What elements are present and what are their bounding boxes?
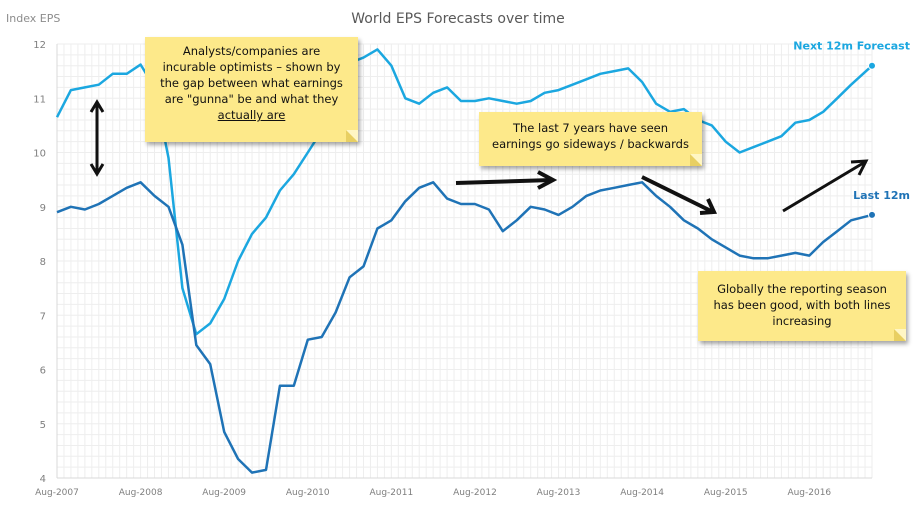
- chart-title: World EPS Forecasts over time: [351, 11, 564, 27]
- x-tick-label: Aug-2009: [202, 488, 246, 498]
- x-tick-label: Aug-2010: [286, 488, 330, 498]
- x-tick-label: Aug-2016: [787, 488, 831, 498]
- x-tick-label: Aug-2012: [453, 488, 497, 498]
- sideways-line-1: The last 7 years have seen: [512, 121, 669, 135]
- reporting-line-2: has been good, with both lines: [713, 298, 891, 312]
- y-axis-label: Index EPS: [6, 12, 60, 25]
- sideways-arrow-head: [537, 170, 558, 190]
- upward-arrow: [782, 160, 866, 213]
- gap-arrow-head-bottom: [89, 163, 105, 177]
- optimists-annotation: Analysts/companies are incurable optimis…: [145, 37, 358, 142]
- reporting-line-1: Globally the reporting season: [717, 282, 887, 296]
- y-tick-label: 12: [33, 40, 46, 51]
- note-fold: [690, 154, 702, 166]
- y-ticks: 4 5 6 7 8 9 10 11 12: [33, 40, 46, 485]
- x-tick-label: Aug-2014: [620, 488, 664, 498]
- x-tick-label: Aug-2015: [704, 488, 748, 498]
- series-label: Next 12m Forecast: [793, 40, 910, 53]
- x-ticks: Aug-2007 Aug-2008 Aug-2009 Aug-2010 Aug-2011…: [35, 488, 831, 498]
- series-endpoints: [868, 61, 876, 219]
- optimists-line-4: are "gunna" be and what they: [164, 92, 339, 106]
- optimists-line-3: the gap between what earnings: [160, 76, 343, 90]
- y-tick-label: 9: [40, 203, 46, 214]
- series-line-last-12m: [56, 181, 873, 474]
- reporting-line-3: increasing: [772, 314, 832, 328]
- hand-drawn-arrows: [89, 99, 869, 215]
- optimists-line-2: incurable optimists – shown by: [162, 60, 341, 74]
- y-tick-label: 4: [40, 474, 46, 485]
- y-tick-label: 11: [33, 94, 46, 105]
- gap-arrow-head-top: [89, 99, 105, 113]
- x-tick-label: Aug-2008: [119, 488, 163, 498]
- series-endpoint: [868, 210, 876, 219]
- series-label: Last 12m: [853, 189, 910, 202]
- y-tick-label: 10: [33, 149, 46, 160]
- sideways-annotation: The last 7 years have seen earnings go s…: [479, 112, 702, 166]
- upward-arrow-head: [850, 159, 869, 176]
- x-tick-label: Aug-2011: [369, 488, 413, 498]
- y-tick-label: 7: [40, 311, 46, 322]
- x-tick-label: Aug-2013: [537, 488, 581, 498]
- reporting-annotation: Globally the reporting season has been g…: [698, 271, 906, 341]
- x-tick-label: Aug-2007: [35, 488, 79, 498]
- note-fold: [894, 329, 906, 341]
- sideways-line-2: earnings go sideways / backwards: [492, 137, 689, 151]
- sideways-arrow: [455, 178, 553, 185]
- series-endpoint: [868, 61, 876, 70]
- y-tick-label: 8: [40, 257, 46, 268]
- optimists-line-5: actually are: [217, 108, 286, 122]
- y-tick-label: 6: [40, 366, 46, 377]
- note-fold: [346, 130, 358, 142]
- optimists-line-1: Analysts/companies are: [182, 44, 321, 58]
- y-tick-label: 5: [40, 420, 46, 431]
- backwards-arrow-head: [699, 198, 718, 215]
- backwards-arrow: [641, 175, 714, 214]
- series-lines: [55, 48, 873, 474]
- series-labels: Next 12m Forecast Last 12m: [793, 40, 910, 202]
